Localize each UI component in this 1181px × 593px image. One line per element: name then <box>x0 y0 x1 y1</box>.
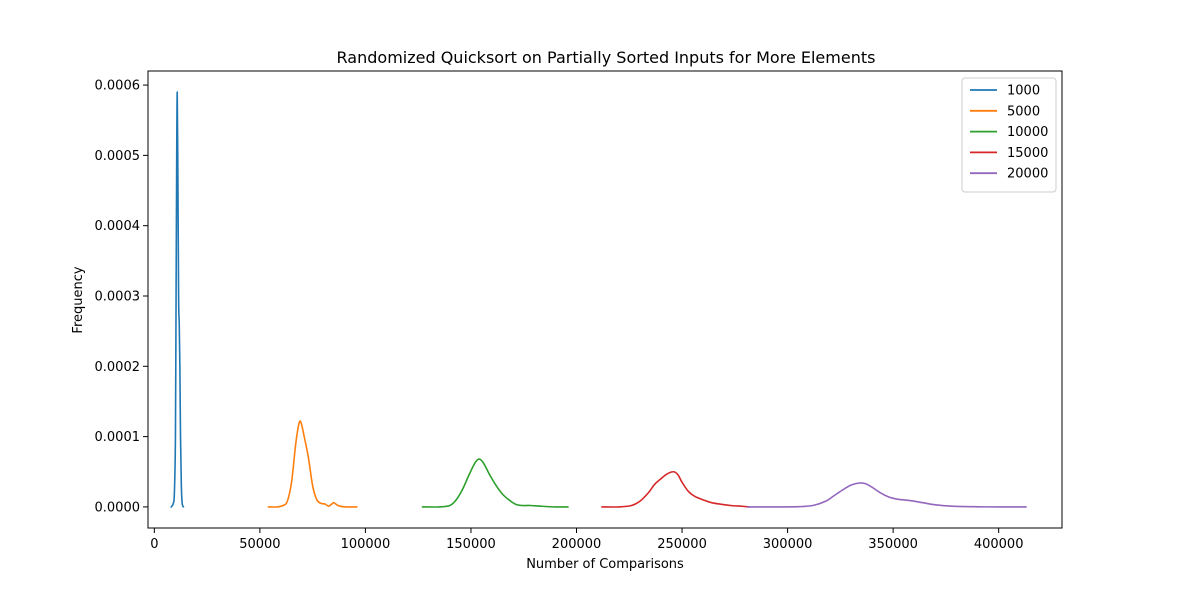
x-tick-label: 350000 <box>868 537 918 552</box>
series-layer <box>170 91 1027 508</box>
x-tick-label: 200000 <box>552 537 602 552</box>
legend-label: 5000 <box>1007 104 1040 119</box>
x-tick-label: 0 <box>150 537 158 552</box>
y-tick-label: 0.0003 <box>95 289 141 304</box>
y-tick-label: 0.0002 <box>95 360 141 375</box>
plot-frame <box>147 70 1063 529</box>
series-line-5000 <box>267 420 358 508</box>
x-axis: 0 50000 100000 150000 200000 250000 300000 3500… <box>150 528 1023 552</box>
x-tick-label: 400000 <box>974 537 1024 552</box>
y-tick-label: 0.0005 <box>95 149 141 164</box>
series-line-1000 <box>170 91 185 508</box>
y-tick-label: 0.0004 <box>95 219 141 234</box>
y-tick-label: 0.0001 <box>95 430 141 445</box>
legend: 1000 5000 10000 15000 20000 <box>961 77 1057 193</box>
legend-box <box>961 77 1057 193</box>
x-axis-label: Number of Comparisons <box>526 557 684 572</box>
series-line-20000 <box>746 482 1027 508</box>
x-tick-label: 300000 <box>763 537 813 552</box>
y-tick-label: 0.0000 <box>95 500 141 515</box>
series-line-10000 <box>421 458 569 508</box>
legend-label: 20000 <box>1007 167 1048 182</box>
x-tick-label: 50000 <box>239 537 280 552</box>
x-tick-label: 150000 <box>446 537 496 552</box>
y-axis-label: Frequency <box>71 266 86 333</box>
legend-label: 15000 <box>1007 146 1048 161</box>
y-axis: 0.0000 0.0001 0.0002 0.0003 0.0004 0.0005 0.00… <box>95 79 148 515</box>
series-line-15000 <box>601 470 751 508</box>
plot-area <box>148 71 1062 528</box>
chart-title: Randomized Quicksort on Partially Sorted… <box>337 48 876 67</box>
y-tick-label: 0.0006 <box>95 79 141 94</box>
x-tick-label: 100000 <box>341 537 391 552</box>
legend-label: 1000 <box>1007 84 1040 99</box>
legend-label: 10000 <box>1007 125 1048 140</box>
x-tick-label: 250000 <box>657 537 707 552</box>
